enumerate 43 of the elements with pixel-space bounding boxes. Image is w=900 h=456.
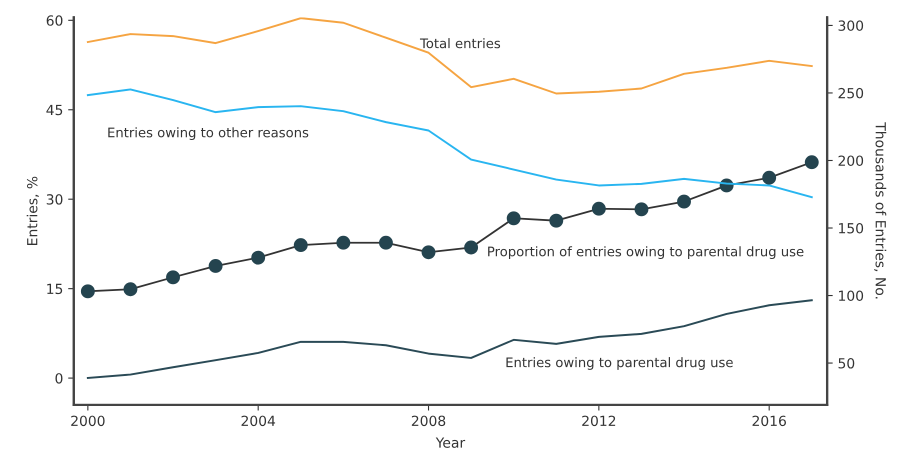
y-tick-label: 15 bbox=[47, 284, 62, 294]
y2-tick-label: 50 bbox=[838, 358, 854, 369]
point bbox=[336, 236, 350, 250]
point bbox=[80, 284, 95, 298]
y-axis-title: Entries, % bbox=[26, 176, 39, 245]
x-tick-label: 2004 bbox=[242, 416, 276, 426]
line-series bbox=[86, 17, 813, 94]
point bbox=[762, 170, 776, 185]
y-tick-label: 30 bbox=[46, 194, 62, 205]
point bbox=[294, 238, 308, 252]
y2-tick-label: 250 bbox=[838, 88, 864, 98]
x-tick-label: 2008 bbox=[412, 416, 446, 426]
point bbox=[166, 270, 180, 284]
y-tick-label: 60 bbox=[46, 15, 62, 26]
y-tick-label: 45 bbox=[46, 104, 62, 116]
y2-tick-label: 200 bbox=[838, 155, 864, 166]
point bbox=[422, 245, 436, 260]
point bbox=[677, 194, 691, 209]
x-tick-label: 2012 bbox=[582, 416, 616, 426]
point bbox=[378, 236, 393, 250]
y2-axis-title: Thousands of Entries, No. bbox=[874, 122, 886, 298]
point bbox=[804, 155, 819, 170]
y-tick-label: 0 bbox=[55, 373, 62, 384]
point bbox=[592, 202, 606, 216]
point bbox=[251, 250, 266, 265]
point bbox=[634, 202, 648, 216]
point bbox=[123, 282, 138, 296]
point bbox=[208, 259, 223, 273]
point bbox=[464, 240, 478, 254]
y2-tick-label: 300 bbox=[838, 20, 864, 31]
series-label: Entries owing to other reasons bbox=[108, 127, 308, 140]
y2-tick-label: 150 bbox=[839, 222, 864, 234]
y2-tick-label: 100 bbox=[839, 290, 864, 302]
line-series bbox=[86, 88, 813, 198]
line-series bbox=[86, 299, 813, 379]
series-label: Entries owing to parental drug use bbox=[506, 357, 733, 370]
point bbox=[506, 211, 521, 226]
series-label: Total entries bbox=[420, 38, 500, 48]
series-label: Proportion of entries owing to parental drug use bbox=[488, 246, 804, 259]
point bbox=[549, 214, 564, 228]
x-tick-label: 2016 bbox=[752, 416, 786, 426]
x-tick-label: 2000 bbox=[71, 416, 105, 426]
x-axis-title: Year bbox=[436, 438, 466, 448]
